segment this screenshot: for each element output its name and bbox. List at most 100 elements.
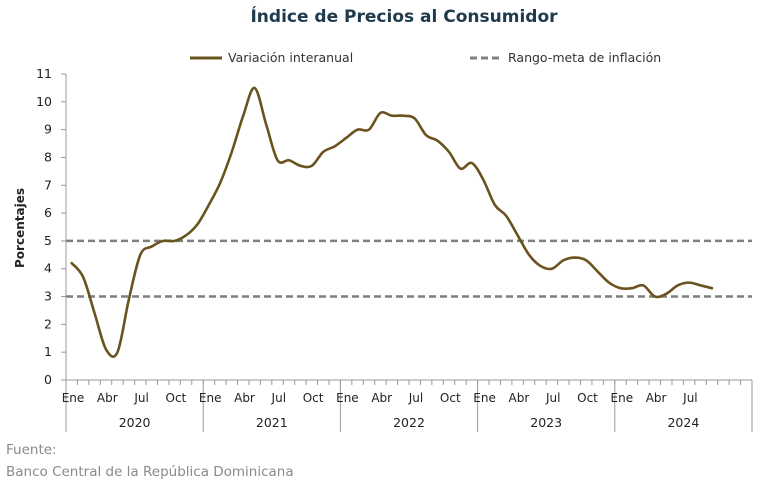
series-point xyxy=(299,165,302,168)
series-point xyxy=(642,284,645,287)
series-point xyxy=(459,167,462,170)
x-month-label: Jul xyxy=(682,391,697,405)
x-month-label: Ene xyxy=(62,391,85,405)
series-point xyxy=(288,159,291,162)
series-point xyxy=(688,281,691,284)
series-point xyxy=(516,234,519,237)
series-point xyxy=(139,254,142,257)
series-point xyxy=(105,348,108,351)
chart-title: Índice de Precios al Consumidor xyxy=(250,5,558,27)
series-point xyxy=(196,223,199,226)
y-tick-label: 10 xyxy=(36,94,52,109)
series-point xyxy=(311,165,314,168)
x-month-label: Jul xyxy=(133,391,148,405)
y-tick-label: 2 xyxy=(44,316,52,331)
series-point xyxy=(242,114,245,117)
legend-series-label: Variación interanual xyxy=(228,50,353,65)
series-point xyxy=(391,114,394,117)
series-point xyxy=(93,312,96,315)
x-month-label: Ene xyxy=(336,391,359,405)
series-point xyxy=(413,117,416,120)
series-point xyxy=(208,203,211,206)
series-point xyxy=(333,145,336,148)
x-year-label: 2022 xyxy=(393,415,425,430)
series-point xyxy=(436,139,439,142)
y-tick-label: 1 xyxy=(44,344,52,359)
series-point xyxy=(631,287,634,290)
series-point xyxy=(608,281,611,284)
series-point xyxy=(711,287,714,290)
series-point xyxy=(230,151,233,154)
series-point xyxy=(162,240,165,243)
series-point xyxy=(482,178,485,181)
series-point xyxy=(185,234,188,237)
x-month-label: Abr xyxy=(234,391,255,405)
x-month-label: Abr xyxy=(371,391,392,405)
source-text: Banco Central de la República Dominicana xyxy=(6,464,294,480)
series-point xyxy=(116,351,119,354)
x-month-label: Oct xyxy=(577,391,598,405)
y-tick-label: 0 xyxy=(44,372,52,387)
y-tick-label: 7 xyxy=(44,177,52,192)
series-point xyxy=(253,87,256,90)
y-tick-label: 3 xyxy=(44,289,52,304)
series-point xyxy=(619,287,622,290)
series-point xyxy=(676,284,679,287)
series-point xyxy=(573,256,576,259)
y-tick-label: 5 xyxy=(44,233,52,248)
series-layer xyxy=(70,86,714,358)
series-point xyxy=(493,203,496,206)
x-month-label: Jul xyxy=(271,391,286,405)
series-point xyxy=(425,134,428,137)
series-point xyxy=(219,181,222,184)
y-axis-label: Porcentajes xyxy=(13,188,27,268)
series-line xyxy=(70,86,714,358)
series-point xyxy=(505,215,508,218)
series-point xyxy=(379,112,382,115)
x-month-label: Abr xyxy=(97,391,118,405)
series-point xyxy=(562,259,565,262)
series-point xyxy=(276,159,279,162)
series-point xyxy=(173,240,176,243)
series-point xyxy=(345,137,348,140)
series-point xyxy=(402,114,405,117)
x-year-label: 2021 xyxy=(256,415,288,430)
x-month-label: Oct xyxy=(303,391,324,405)
x-month-label: Jul xyxy=(545,391,560,405)
x-month-label: Oct xyxy=(440,391,461,405)
x-month-label: Ene xyxy=(473,391,496,405)
y-tick-label: 6 xyxy=(44,205,52,220)
series-point xyxy=(265,123,268,126)
x-year-label: 2024 xyxy=(667,415,699,430)
y-axis-ticks: 0 1 2 3 4 5 6 7 8 9 10 11 xyxy=(36,66,66,387)
x-month-label: Ene xyxy=(611,391,634,405)
x-month-label: Ene xyxy=(199,391,222,405)
series-point xyxy=(368,128,371,131)
x-month-label: Oct xyxy=(166,391,187,405)
series-point xyxy=(551,267,554,270)
target-range-lines xyxy=(66,239,752,298)
y-tick-label: 9 xyxy=(44,122,52,137)
x-month-label: Abr xyxy=(509,391,530,405)
legend: Variación interanual Rango-meta de infla… xyxy=(190,50,661,65)
series-point xyxy=(128,298,131,301)
source-label: Fuente: xyxy=(6,442,57,458)
y-tick-label: 8 xyxy=(44,149,52,164)
series-point xyxy=(471,162,474,165)
axes xyxy=(65,74,753,432)
x-year-label: 2020 xyxy=(119,415,151,430)
series-point xyxy=(699,284,702,287)
series-point xyxy=(150,245,153,248)
x-month-label: Jul xyxy=(408,391,423,405)
series-point xyxy=(448,151,451,154)
x-month-label: Abr xyxy=(646,391,667,405)
series-point xyxy=(665,292,668,295)
series-point xyxy=(596,270,599,273)
legend-target-label: Rango-meta de inflación xyxy=(508,50,661,65)
series-point xyxy=(322,151,325,154)
x-year-label: 2023 xyxy=(530,415,562,430)
series-point xyxy=(528,254,531,257)
series-point xyxy=(585,259,588,262)
y-tick-label: 4 xyxy=(44,261,52,276)
series-point xyxy=(70,262,73,265)
